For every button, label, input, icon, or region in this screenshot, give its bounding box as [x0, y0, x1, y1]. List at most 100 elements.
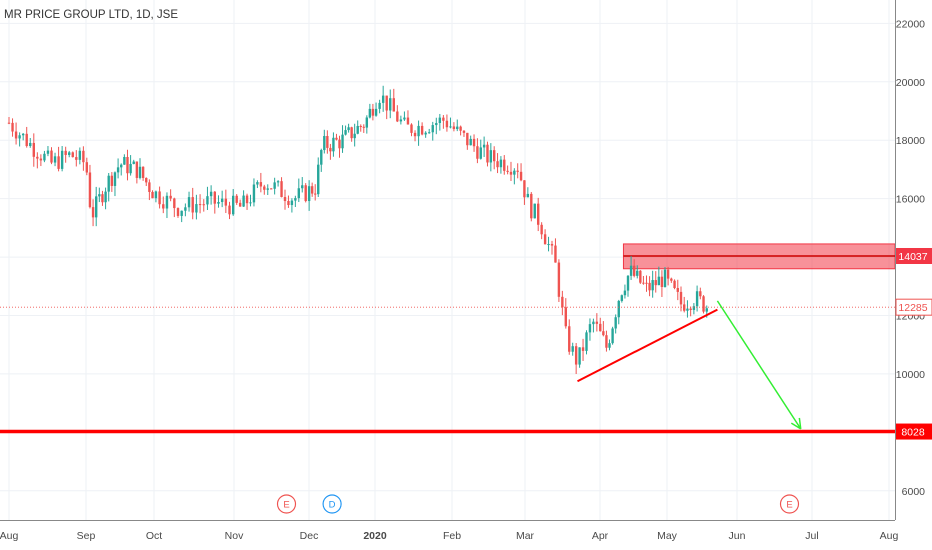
- candle-body: [420, 125, 424, 135]
- candle-body: [660, 276, 664, 288]
- candle-body: [449, 126, 452, 128]
- candle-body: [294, 198, 297, 201]
- candle-body: [88, 172, 92, 208]
- candle-body: [585, 332, 588, 351]
- candle-body: [91, 207, 95, 218]
- candle-body: [353, 133, 356, 139]
- candle-body: [71, 152, 74, 158]
- candle-body: [486, 144, 489, 163]
- candle-body: [7, 122, 11, 124]
- drawing-layer: [0, 300, 895, 434]
- candle-body: [663, 269, 667, 288]
- candle-body: [705, 308, 708, 312]
- candle-body: [173, 198, 176, 209]
- price-axis[interactable]: 6000800010000120001400016000180002000022…: [895, 0, 932, 520]
- candle-body: [403, 117, 406, 120]
- candle-body: [198, 204, 202, 206]
- candle-body: [301, 185, 304, 189]
- x-tick-label: Nov: [225, 530, 244, 542]
- candle-body: [259, 182, 263, 187]
- candle-body: [554, 245, 557, 263]
- candle-body: [113, 172, 117, 186]
- candle-body: [256, 182, 259, 185]
- candle-body: [320, 150, 323, 165]
- candle-body: [180, 210, 183, 216]
- candle-body: [533, 203, 536, 219]
- candle-body: [165, 195, 169, 209]
- candle-body: [323, 136, 326, 151]
- candle-body: [116, 167, 120, 173]
- candle-body: [176, 208, 180, 216]
- candle-body: [602, 331, 605, 336]
- candle-body: [317, 164, 320, 195]
- candle-body: [503, 159, 506, 171]
- candle-body: [98, 194, 101, 197]
- y-tick-label: 22000: [896, 18, 925, 30]
- candle-body: [283, 197, 287, 202]
- x-tick-label: Aug: [880, 530, 899, 542]
- y-tick-label: 20000: [896, 77, 925, 89]
- x-tick-label: Oct: [146, 530, 162, 542]
- candle-body: [550, 244, 554, 246]
- candle-body: [509, 171, 513, 175]
- candle-body: [692, 306, 696, 310]
- candle-body: [547, 244, 550, 246]
- candle-body: [479, 147, 482, 159]
- candle-body: [245, 195, 249, 204]
- candle-body: [220, 198, 224, 202]
- price-label-box: [896, 423, 932, 440]
- x-tick-label: May: [657, 530, 678, 542]
- y-tick-label: 18000: [896, 135, 925, 147]
- candle-body: [263, 186, 266, 190]
- candle-body: [238, 202, 242, 207]
- candle-body: [213, 191, 216, 204]
- candle-body: [629, 265, 633, 276]
- candle-body: [162, 204, 165, 209]
- candle-body: [543, 234, 547, 245]
- projection-arrow-head: [798, 417, 802, 429]
- candle-body: [107, 175, 110, 192]
- candle-body: [385, 95, 388, 111]
- candle-body: [347, 127, 350, 131]
- candle-body: [18, 135, 21, 139]
- candle-body: [617, 300, 620, 318]
- candle-body: [135, 161, 139, 178]
- candlestick-series: [7, 85, 708, 374]
- candle-body: [232, 195, 235, 215]
- candle-body: [53, 156, 57, 163]
- x-tick-label: Mar: [516, 530, 535, 542]
- candle-body: [206, 196, 209, 205]
- candle-body: [141, 166, 145, 178]
- candle-body: [129, 163, 132, 174]
- candle-body: [359, 125, 362, 127]
- y-tick-label: 16000: [896, 194, 925, 206]
- candle-body: [307, 186, 311, 202]
- candle-body: [64, 150, 67, 155]
- candle-body: [489, 150, 493, 163]
- candle-body: [154, 191, 158, 199]
- candle-body: [459, 126, 462, 131]
- candle-body: [29, 142, 32, 147]
- candle-body: [642, 282, 645, 284]
- candle-body: [431, 125, 434, 133]
- candle-body: [191, 197, 194, 213]
- candle-body: [217, 201, 220, 204]
- price-label: 14037: [898, 251, 927, 263]
- candle-body: [148, 182, 151, 192]
- candle-body: [676, 288, 679, 292]
- candle-body: [68, 152, 71, 155]
- candle-body: [75, 157, 78, 160]
- candle-body: [187, 197, 191, 208]
- candle-body: [270, 188, 273, 190]
- candle-body: [581, 347, 585, 351]
- candle-body: [654, 280, 657, 286]
- candle-body: [242, 195, 245, 207]
- candle-body: [410, 124, 413, 133]
- candle-body: [564, 307, 567, 327]
- projection-arrow-head: [790, 422, 802, 430]
- time-axis[interactable]: Aug Sep Oct Nov Dec 2020 Feb Mar Apr May Jun Jul Aug: [0, 520, 899, 543]
- candle-body: [396, 111, 399, 122]
- candle-body: [310, 186, 314, 194]
- candle-body: [287, 201, 290, 206]
